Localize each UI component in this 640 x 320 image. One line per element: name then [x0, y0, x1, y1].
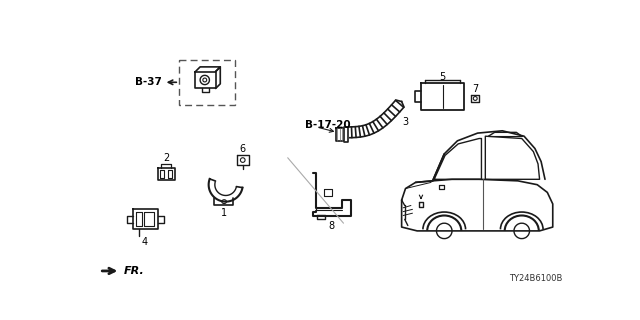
Text: 3: 3 — [403, 116, 408, 126]
Text: 4: 4 — [142, 237, 148, 247]
Text: B-37: B-37 — [134, 77, 161, 87]
Text: 2: 2 — [163, 153, 169, 163]
Text: 5: 5 — [440, 72, 446, 82]
Text: FR.: FR. — [124, 266, 145, 276]
Text: TY24B6100B: TY24B6100B — [509, 274, 562, 283]
Text: B-17-20: B-17-20 — [305, 120, 350, 130]
Text: 7: 7 — [472, 84, 478, 94]
Text: 8: 8 — [329, 220, 335, 230]
Text: 6: 6 — [240, 143, 246, 154]
Bar — [179, 60, 235, 105]
Text: 1: 1 — [221, 208, 227, 218]
